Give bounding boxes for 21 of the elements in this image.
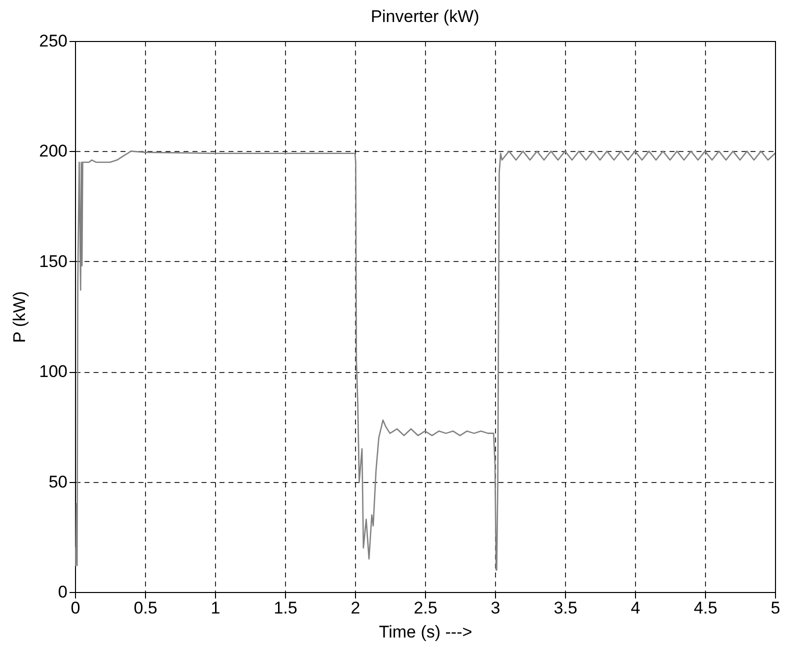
x-tick-label: 0.5	[134, 598, 158, 618]
x-axis-title: Time (s) --->	[378, 622, 472, 642]
y-tick-label: 250	[39, 32, 68, 50]
y-tick-label: 150	[39, 252, 68, 271]
y-tick-label: 0	[58, 582, 68, 602]
x-tick-label: 0	[70, 598, 80, 618]
x-tick-label: 1.5	[274, 598, 298, 618]
y-axis-title: P (kW)	[10, 291, 30, 343]
y-tick-label: 100	[39, 362, 68, 382]
x-tick-label: 5	[770, 598, 780, 618]
x-tick-label: 3	[490, 598, 500, 618]
y-tick-label: 50	[48, 472, 68, 492]
chart-title: Pinverter (kW)	[370, 7, 480, 26]
x-tick-label: 3.5	[554, 598, 578, 618]
x-tick-label: 2.5	[414, 598, 438, 618]
y-tick-label: 200	[39, 142, 68, 161]
x-tick-label: 4.5	[694, 598, 718, 618]
line-series	[75, 150, 775, 571]
x-tick-label: 2	[350, 598, 360, 618]
x-tick-label: 4	[630, 598, 640, 618]
x-tick-label: 1	[210, 598, 220, 618]
